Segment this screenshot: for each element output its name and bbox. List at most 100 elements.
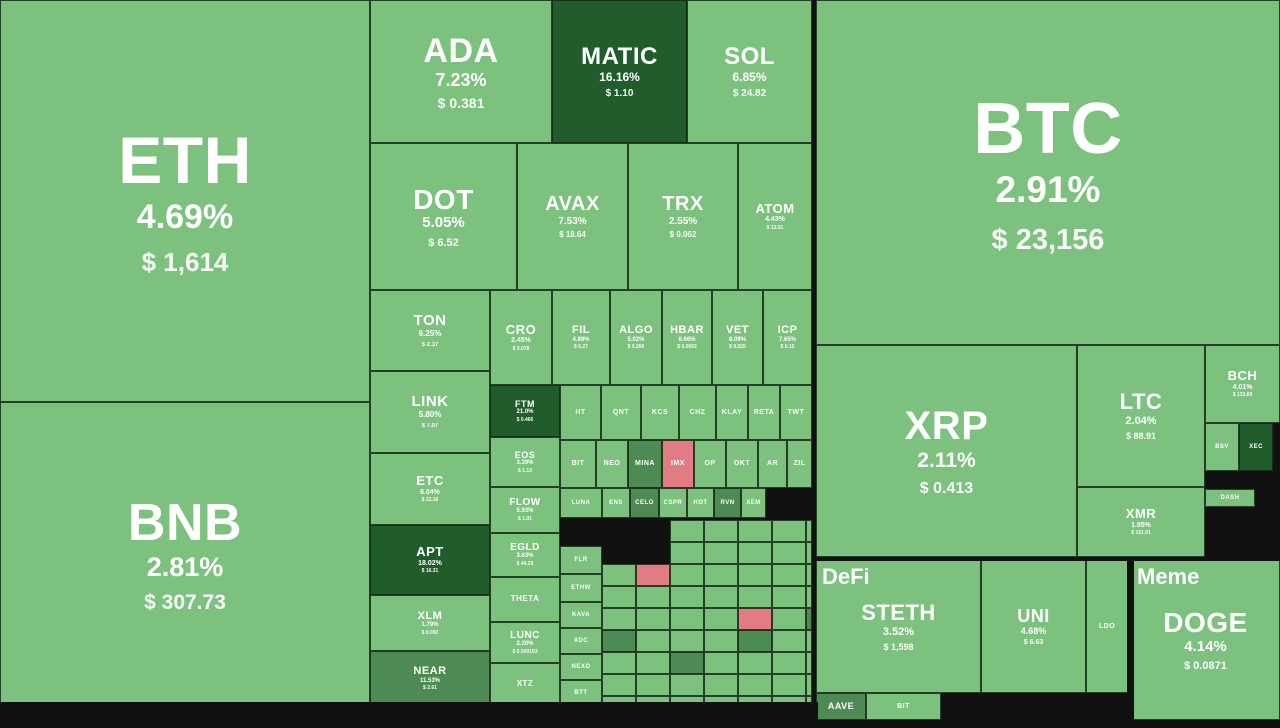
tile-fil[interactable]: FIL 4.89% $ 6.27 (552, 290, 610, 385)
tile-btc[interactable]: BTC 2.91% $ 23,156 (816, 0, 1280, 345)
tile-theta[interactable]: THETA (490, 577, 560, 622)
tile-xlm[interactable]: XLM 1.79% $ 0.092 (370, 595, 490, 651)
tile-hot[interactable]: HOT (687, 488, 714, 518)
tile-minor[interactable] (670, 542, 704, 564)
tile-minor[interactable] (772, 630, 806, 652)
tile-minor[interactable] (636, 696, 670, 706)
tile-minor[interactable] (772, 608, 806, 630)
tile-matic[interactable]: MATIC 16.16% $ 1.10 (552, 0, 687, 143)
tile-ar[interactable]: AR (758, 440, 787, 488)
tile-minor[interactable] (738, 608, 772, 630)
tile-minor[interactable] (806, 674, 812, 696)
tile-minor[interactable] (806, 652, 812, 674)
tile-minor[interactable] (636, 674, 670, 696)
tile-minor[interactable] (636, 652, 670, 674)
tile-bch[interactable]: BCH 4.01% $ 133.69 (1205, 345, 1280, 423)
tile-ltc[interactable]: LTC 2.04% $ 88.91 (1077, 345, 1205, 487)
tile-twt[interactable]: TWT (780, 385, 812, 440)
tile-minor[interactable] (704, 542, 738, 564)
tile-xmr[interactable]: XMR 1.95% $ 151.91 (1077, 487, 1205, 557)
tile-minor[interactable] (738, 586, 772, 608)
tile-etc[interactable]: ETC 6.04% $ 22.16 (370, 453, 490, 525)
tile-algo[interactable]: ALGO 5.02% $ 0.266 (610, 290, 662, 385)
tile-minor[interactable] (704, 696, 738, 706)
tile-minor[interactable] (636, 608, 670, 630)
tile-avax[interactable]: AVAX 7.53% $ 18.64 (517, 143, 628, 290)
tile-near[interactable]: NEAR 11.53% $ 2.61 (370, 651, 490, 706)
tile-ldo[interactable]: LDO (1086, 560, 1128, 693)
tile-minor[interactable] (772, 652, 806, 674)
tile-minor[interactable] (704, 586, 738, 608)
tile-celo[interactable]: CELO (630, 488, 659, 518)
tile-bit[interactable]: BIT (866, 693, 941, 720)
tile-apt[interactable]: APT 18.02% $ 16.31 (370, 525, 490, 595)
tile-minor[interactable] (670, 564, 704, 586)
tile-minor[interactable] (602, 586, 636, 608)
tile-eos[interactable]: EOS 3.39% $ 1.13 (490, 437, 560, 487)
tile-bnb[interactable]: BNB 2.81% $ 307.73 (0, 402, 370, 706)
tile-minor[interactable] (670, 674, 704, 696)
tile-minor[interactable] (602, 630, 636, 652)
tile-btt[interactable]: BTT (560, 680, 602, 706)
tile-kcs[interactable]: KCS (641, 385, 679, 440)
tile-link[interactable]: LINK 5.80% $ 7.07 (370, 371, 490, 453)
tile-minor[interactable] (772, 542, 806, 564)
tile-steth[interactable]: STETH 3.52% $ 1,598 (816, 560, 981, 693)
tile-minor[interactable] (670, 520, 704, 542)
tile-minor[interactable] (806, 564, 812, 586)
tile-minor[interactable] (602, 696, 636, 706)
tile-reta[interactable]: RETA (748, 385, 780, 440)
tile-minor[interactable] (670, 608, 704, 630)
tile-uni[interactable]: UNI 4.68% $ 6.63 (981, 560, 1086, 693)
tile-dot[interactable]: DOT 5.05% $ 6.52 (370, 143, 517, 290)
tile-minor[interactable] (772, 564, 806, 586)
tile-minor[interactable] (772, 696, 806, 706)
tile-minor[interactable] (738, 696, 772, 706)
tile-minor[interactable] (772, 586, 806, 608)
tile-minor[interactable] (772, 520, 806, 542)
tile-xrp[interactable]: XRP 2.11% $ 0.413 (816, 345, 1077, 557)
tile-xem[interactable]: XEM (741, 488, 766, 518)
tile-minor[interactable] (704, 674, 738, 696)
tile-minor[interactable] (670, 696, 704, 706)
tile-minor[interactable] (602, 608, 636, 630)
tile-trx[interactable]: TRX 2.55% $ 0.062 (628, 143, 738, 290)
tile-minor[interactable] (806, 586, 812, 608)
tile-vet[interactable]: VET 8.09% $ 0.025 (712, 290, 763, 385)
tile-luna[interactable]: LUNA (560, 488, 602, 518)
tile-minor[interactable] (806, 520, 812, 542)
tile-op[interactable]: OP (694, 440, 726, 488)
tile-sol[interactable]: SOL 6.85% $ 24.82 (687, 0, 812, 143)
tile-minor[interactable] (670, 630, 704, 652)
tile-minor[interactable] (806, 696, 812, 706)
tile-minor[interactable] (772, 674, 806, 696)
tile-egld[interactable]: EGLD 3.63% $ 44.23 (490, 533, 560, 577)
tile-xec[interactable]: XEC (1239, 423, 1273, 471)
tile-minor[interactable] (738, 564, 772, 586)
tile-minor[interactable] (806, 630, 812, 652)
tile-lunc[interactable]: LUNC 2.20% $ 0.000153 (490, 622, 560, 663)
tile-okt[interactable]: OKT (726, 440, 758, 488)
tile-minor[interactable] (806, 542, 812, 564)
tile-ens[interactable]: ENS (602, 488, 630, 518)
tile-flow[interactable]: FLOW 5.93% $ 1.01 (490, 487, 560, 533)
tile-ton[interactable]: TON 6.25% $ 2.37 (370, 290, 490, 371)
tile-cspr[interactable]: CSPR (659, 488, 687, 518)
tile-ht[interactable]: HT (560, 385, 601, 440)
tile-hbar[interactable]: HBAR 8.66% $ 0.0692 (662, 290, 712, 385)
tile-nexo[interactable]: NEXO (560, 654, 602, 680)
tile-flr[interactable]: FLR (560, 546, 602, 574)
tile-xdc[interactable]: XDC (560, 628, 602, 654)
tile-minor[interactable] (670, 652, 704, 674)
tile-minor[interactable] (738, 652, 772, 674)
tile-bit[interactable]: BIT (560, 440, 596, 488)
tile-kava[interactable]: KAVA (560, 602, 602, 628)
tile-minor[interactable] (704, 520, 738, 542)
tile-neo[interactable]: NEO (596, 440, 628, 488)
tile-ada[interactable]: ADA 7.23% $ 0.381 (370, 0, 552, 143)
tile-minor[interactable] (738, 630, 772, 652)
tile-ftm[interactable]: FTM 21.0% $ 0.466 (490, 385, 560, 437)
tile-minor[interactable] (636, 564, 670, 586)
tile-eth[interactable]: ETH 4.69% $ 1,614 (0, 0, 370, 402)
tile-minor[interactable] (602, 564, 636, 586)
